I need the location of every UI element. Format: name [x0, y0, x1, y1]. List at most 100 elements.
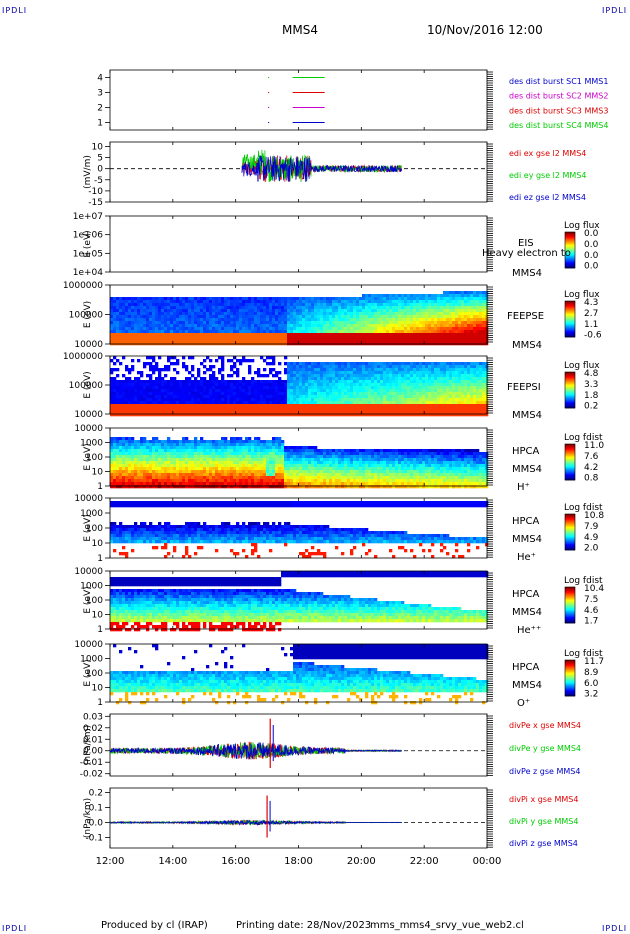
heatmap-cell	[278, 324, 282, 328]
heatmap-cell	[347, 318, 351, 322]
heatmap-cell	[113, 333, 117, 337]
heatmap-cell	[188, 318, 192, 322]
heatmap-cell	[434, 392, 438, 396]
heatmap-cell	[143, 324, 147, 328]
heatmap-cell	[395, 321, 399, 325]
heatmap-cell	[425, 377, 429, 381]
heatmap-cell	[356, 371, 360, 375]
heatmap-cell	[320, 386, 324, 390]
heatmap-cell	[242, 321, 246, 325]
heatmap-cell	[164, 389, 168, 393]
y-axis-label: E (eV)	[83, 371, 93, 398]
heatmap-cell	[164, 395, 168, 399]
heatmap-cell	[176, 318, 180, 322]
heatmap-cell	[200, 413, 204, 417]
heatmap-cell	[257, 309, 261, 313]
colorbar-swatch	[565, 376, 575, 379]
heatmap-cell	[338, 336, 342, 340]
heatmap-cell	[290, 336, 294, 340]
heatmap-cell	[458, 297, 462, 301]
heatmap-cell	[401, 392, 405, 396]
heatmap-cell	[368, 374, 372, 378]
heatmap-cell	[158, 300, 162, 304]
heatmap-cell	[209, 413, 213, 417]
heatmap-cell	[173, 392, 177, 396]
heatmap-cell	[248, 300, 252, 304]
heatmap-cell	[302, 303, 306, 307]
heatmap-cell	[161, 467, 165, 471]
heatmap-cell	[278, 386, 282, 390]
heatmap-cell	[389, 368, 393, 372]
heatmap-cell	[398, 368, 402, 372]
heatmap-cell	[302, 407, 306, 411]
heatmap-cell	[209, 383, 213, 387]
heatmap-cell	[116, 386, 120, 390]
heatmap-cell	[149, 315, 153, 319]
heatmap-cell	[197, 327, 201, 331]
heatmap-cell	[479, 398, 483, 402]
heatmap-cell	[119, 458, 123, 462]
heatmap-cell	[206, 336, 210, 340]
heatmap-cell	[224, 297, 228, 301]
heatmap-cell	[212, 339, 216, 343]
heatmap-cell	[317, 324, 321, 328]
heatmap-cell	[176, 383, 180, 387]
heatmap-cell	[443, 330, 447, 334]
heatmap-cell	[299, 374, 303, 378]
heatmap-cell	[143, 365, 147, 369]
heatmap-cell	[131, 324, 135, 328]
heatmap-cell	[158, 386, 162, 390]
colorbar-tick-label: 0.0	[584, 262, 599, 272]
heatmap-cell	[422, 339, 426, 343]
heatmap-cell	[248, 297, 252, 301]
colorbar-swatch	[565, 319, 575, 321]
heatmap-cell	[176, 446, 180, 450]
heatmap-cell	[377, 315, 381, 319]
heatmap-cell	[173, 333, 177, 337]
heatmap-cell	[212, 297, 216, 301]
heatmap-cell	[323, 333, 327, 337]
heatmap-cell	[476, 315, 480, 319]
heatmap-cell	[452, 312, 456, 316]
heatmap-cell	[266, 413, 270, 417]
heatmap-cell	[317, 407, 321, 411]
heatmap-cell	[443, 327, 447, 331]
heatmap-cell	[236, 371, 240, 375]
heatmap-cell	[467, 374, 471, 378]
heatmap-cell	[239, 401, 243, 405]
heatmap-cell	[392, 374, 396, 378]
heatmap-cell	[185, 458, 189, 462]
heatmap-cell	[443, 377, 447, 381]
heatmap-cell	[299, 336, 303, 340]
heatmap-cell	[170, 482, 174, 486]
heatmap-cell	[173, 407, 177, 411]
heatmap-cell	[275, 318, 279, 322]
heatmap-cell	[149, 300, 153, 304]
heatmap-cell	[356, 383, 360, 387]
heatmap-cell	[284, 362, 288, 366]
heatmap-cell	[134, 455, 138, 459]
heatmap-cell	[122, 315, 126, 319]
heatmap-cell	[152, 446, 156, 450]
heatmap-cell	[359, 327, 363, 331]
heatmap-cell	[458, 327, 462, 331]
heatmap-cell	[440, 315, 444, 319]
heatmap-cell	[344, 392, 348, 396]
heatmap-cell	[332, 362, 336, 366]
heatmap-cell	[185, 485, 189, 489]
heatmap-cell	[416, 368, 420, 372]
heatmap-cell	[377, 407, 381, 411]
heatmap-cell	[185, 476, 189, 480]
y-tick-label: 2	[97, 104, 103, 114]
heatmap-cell	[122, 327, 126, 331]
heatmap-cell	[410, 374, 414, 378]
heatmap-cell	[413, 324, 417, 328]
heatmap-cell	[245, 297, 249, 301]
colorbar-swatch	[565, 233, 575, 235]
heatmap-cell	[146, 297, 150, 301]
heatmap-cell	[149, 324, 153, 328]
heatmap-cell	[161, 461, 165, 465]
heatmap-cell	[173, 306, 177, 310]
heatmap-cell	[179, 395, 183, 399]
heatmap-cell	[464, 362, 468, 366]
